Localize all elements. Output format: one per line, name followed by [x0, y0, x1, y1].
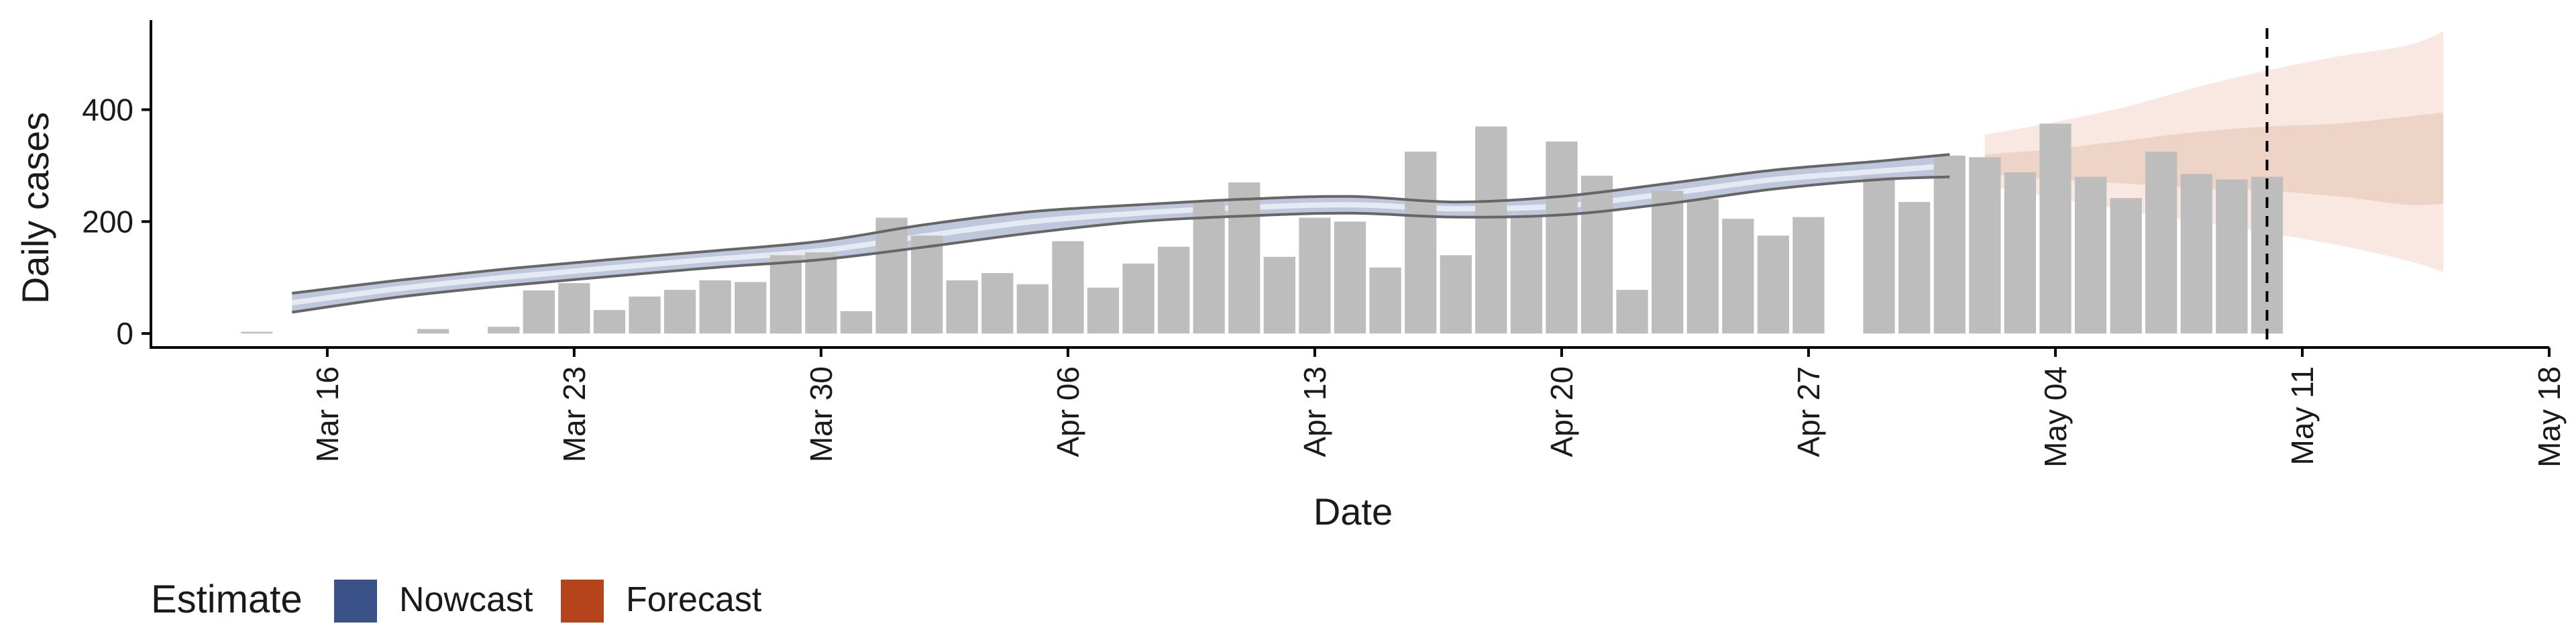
nowcast-lower-outline	[292, 175, 1950, 314]
y-tick-label: 200	[82, 204, 133, 239]
nowcast-outline-layer	[292, 153, 1950, 314]
x-axis-title: Date	[1313, 490, 1393, 533]
bar	[1616, 290, 1648, 334]
bar	[2074, 176, 2107, 334]
bar	[488, 327, 520, 334]
bar	[805, 252, 837, 334]
bar	[981, 273, 1014, 334]
bar	[769, 255, 802, 334]
bar	[1263, 256, 1295, 334]
x-tick-label: Mar 30	[804, 366, 839, 462]
bar	[1652, 191, 1684, 334]
bar	[911, 235, 943, 334]
bar	[1863, 176, 1895, 334]
y-ticks: 0 200 400	[82, 92, 151, 351]
bar	[1369, 267, 1401, 334]
bar	[1016, 284, 1049, 334]
bar	[1722, 219, 1754, 334]
bar	[593, 310, 626, 334]
bar	[1087, 287, 1120, 334]
bar	[1122, 263, 1155, 334]
bar	[663, 290, 696, 334]
bar	[1933, 155, 1966, 334]
bar	[1193, 200, 1225, 334]
bar	[946, 280, 978, 334]
legend-title: Estimate	[151, 578, 303, 621]
bar	[735, 282, 767, 334]
x-tick-label: May 11	[2285, 366, 2320, 465]
bar	[840, 311, 873, 334]
bar	[1510, 216, 1542, 334]
bar	[875, 217, 908, 334]
y-tick-label: 400	[82, 92, 133, 127]
bar	[629, 297, 661, 334]
bar	[2216, 179, 2248, 334]
nowcast-median-line	[291, 162, 1950, 306]
legend-label-forecast: Forecast	[626, 580, 762, 619]
x-tick-label: Mar 23	[557, 366, 592, 462]
bars-layer	[241, 123, 2284, 334]
bar	[1334, 221, 1366, 334]
bar	[523, 290, 555, 334]
nowcast-upper-outline	[292, 153, 1950, 295]
bar	[417, 329, 449, 334]
x-tick-label: Apr 13	[1297, 366, 1332, 458]
bar	[241, 331, 273, 334]
legend-label-nowcast: Nowcast	[399, 580, 533, 619]
bar	[1580, 175, 1613, 334]
bar	[1052, 241, 1084, 334]
bar	[2180, 174, 2212, 334]
bar	[2004, 172, 2036, 334]
x-tick-label: Mar 16	[310, 366, 345, 462]
x-tick-label: May 04	[2038, 366, 2073, 468]
bar	[1969, 157, 2001, 334]
bar	[1757, 235, 1789, 334]
bar	[558, 283, 590, 334]
bar	[1228, 182, 1260, 334]
bar	[1546, 142, 1578, 334]
bar	[2039, 123, 2072, 334]
bar	[1440, 255, 1472, 334]
x-tick-label: May 18	[2532, 366, 2567, 468]
x-ticks: Mar 16 Mar 23 Mar 30 Apr 06 Apr 13 Apr 20 Apr …	[310, 347, 2567, 468]
bar	[1299, 217, 1331, 334]
bar	[1898, 202, 1931, 334]
x-tick-label: Apr 20	[1544, 366, 1579, 458]
bar	[1475, 126, 1507, 334]
bar	[2145, 152, 2178, 334]
axes-layer	[150, 20, 2549, 349]
bar	[1158, 246, 1190, 334]
x-tick-label: Apr 27	[1791, 366, 1826, 458]
bar	[1686, 199, 1719, 334]
bar	[699, 280, 731, 334]
x-tick-label: Apr 06	[1051, 366, 1085, 458]
bar	[2110, 198, 2142, 334]
legend-swatch-nowcast	[334, 580, 377, 623]
bar	[1405, 152, 1437, 334]
bar	[1792, 217, 1825, 334]
legend: Estimate Nowcast Forecast	[151, 578, 762, 623]
legend-swatch-forecast	[561, 580, 604, 623]
y-tick-label: 0	[116, 316, 133, 351]
y-axis-title: Daily cases	[14, 112, 56, 304]
